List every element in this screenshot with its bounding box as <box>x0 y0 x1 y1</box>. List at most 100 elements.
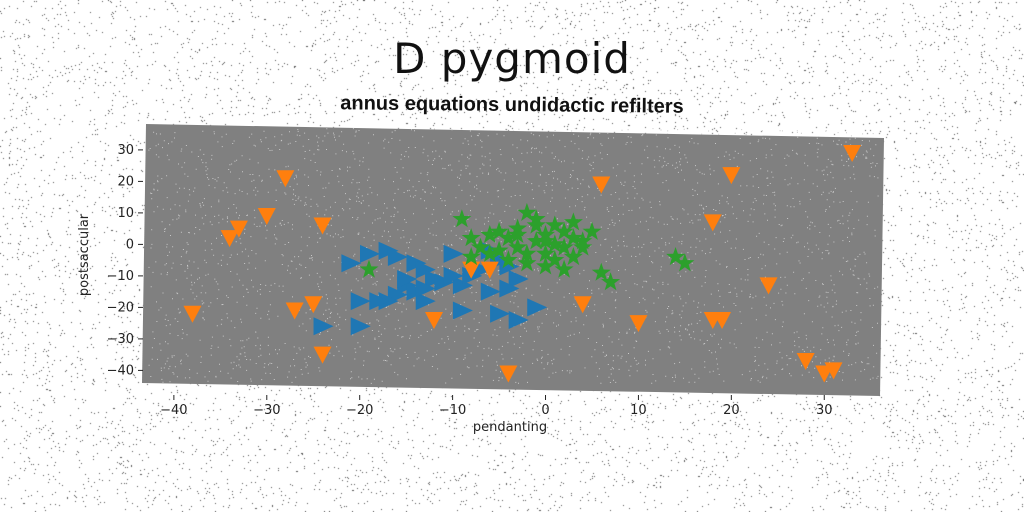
y-tick-label: −30 <box>107 332 134 347</box>
data-point <box>257 208 276 226</box>
series-triangle-right <box>313 241 548 336</box>
data-point <box>666 247 686 266</box>
data-point <box>313 317 334 336</box>
data-point <box>415 279 436 298</box>
data-point <box>843 145 862 163</box>
data-point <box>629 315 648 333</box>
data-point <box>313 217 332 235</box>
data-point <box>573 237 593 256</box>
data-point <box>675 253 695 272</box>
data-point <box>526 209 546 228</box>
x-tick-label: 0 <box>541 403 549 418</box>
y-axis: −40 −30 −20 −10 0 10 20 30 <box>107 143 143 378</box>
x-axis-label: pendanting <box>473 420 547 435</box>
data-point <box>359 244 380 263</box>
data-point <box>443 266 464 285</box>
data-point <box>517 243 537 262</box>
data-point <box>536 256 555 275</box>
data-point <box>313 346 332 364</box>
data-point <box>461 228 481 247</box>
x-tick-label: −40 <box>160 403 187 418</box>
data-point <box>183 305 202 323</box>
data-point <box>341 254 362 273</box>
data-point <box>573 231 593 250</box>
x-tick-label: 30 <box>816 403 833 418</box>
data-point <box>397 270 418 289</box>
data-point <box>499 257 520 276</box>
data-point <box>582 221 602 240</box>
data-point <box>452 301 473 320</box>
data-point <box>824 362 843 380</box>
data-point <box>536 243 555 262</box>
data-point <box>526 215 546 234</box>
data-point <box>480 243 500 262</box>
data-point <box>713 312 732 329</box>
x-tick-label: −20 <box>346 403 373 418</box>
data-point <box>490 304 511 323</box>
chart-title: D pygmoid <box>393 34 631 83</box>
data-point <box>276 170 295 188</box>
x-tick-label: −30 <box>253 403 280 418</box>
data-point <box>369 292 390 311</box>
data-point <box>461 247 481 266</box>
data-point <box>554 221 574 240</box>
data-point <box>425 312 444 329</box>
data-point <box>498 228 518 247</box>
data-point <box>545 250 565 269</box>
data-point <box>796 352 815 370</box>
data-point <box>592 176 611 194</box>
x-axis: −40 −30 −20 −10 0 10 20 30 <box>160 395 833 418</box>
data-point <box>285 302 304 320</box>
plot-area <box>142 124 884 396</box>
data-point <box>452 209 472 228</box>
data-point <box>443 244 464 263</box>
x-tick-label: 10 <box>630 403 647 418</box>
data-point <box>480 282 501 301</box>
data-point <box>545 234 565 253</box>
data-point <box>508 224 528 243</box>
data-point <box>759 277 778 295</box>
data-point <box>498 250 518 269</box>
data-point <box>471 237 490 256</box>
data-point <box>462 261 481 279</box>
data-point <box>359 259 379 278</box>
data-point <box>415 292 436 311</box>
data-point <box>527 298 548 317</box>
data-point <box>526 231 546 250</box>
y-tick-label: 20 <box>117 174 134 189</box>
data-point <box>536 231 555 250</box>
y-tick-label: 10 <box>117 206 134 221</box>
y-tick-label: 30 <box>117 143 134 158</box>
data-point <box>415 260 436 279</box>
data-point <box>452 276 473 295</box>
data-point <box>508 270 529 289</box>
data-point <box>304 296 323 314</box>
data-point <box>499 279 520 298</box>
data-point <box>489 221 509 240</box>
data-point <box>508 237 528 256</box>
y-tick-label: 0 <box>126 237 134 252</box>
data-point <box>563 228 583 247</box>
data-point <box>387 248 408 266</box>
series-star <box>359 202 695 291</box>
data-point <box>563 212 583 231</box>
data-point <box>499 365 518 383</box>
data-point <box>350 292 371 311</box>
data-point <box>229 220 248 238</box>
data-point <box>220 230 239 248</box>
data-point <box>703 214 722 232</box>
data-point <box>508 311 529 329</box>
y-tick-label: −20 <box>107 300 134 315</box>
data-point <box>601 272 621 291</box>
y-axis-label: postsaccular <box>77 213 92 296</box>
data-point <box>517 202 537 221</box>
x-tick-label: 20 <box>723 403 740 418</box>
data-point <box>554 259 574 278</box>
data-point <box>350 317 371 336</box>
data-point <box>554 237 574 256</box>
chart-marks <box>183 145 862 383</box>
data-point <box>563 247 583 266</box>
x-tick-label: −10 <box>439 403 466 418</box>
y-tick-label: −40 <box>107 363 134 378</box>
